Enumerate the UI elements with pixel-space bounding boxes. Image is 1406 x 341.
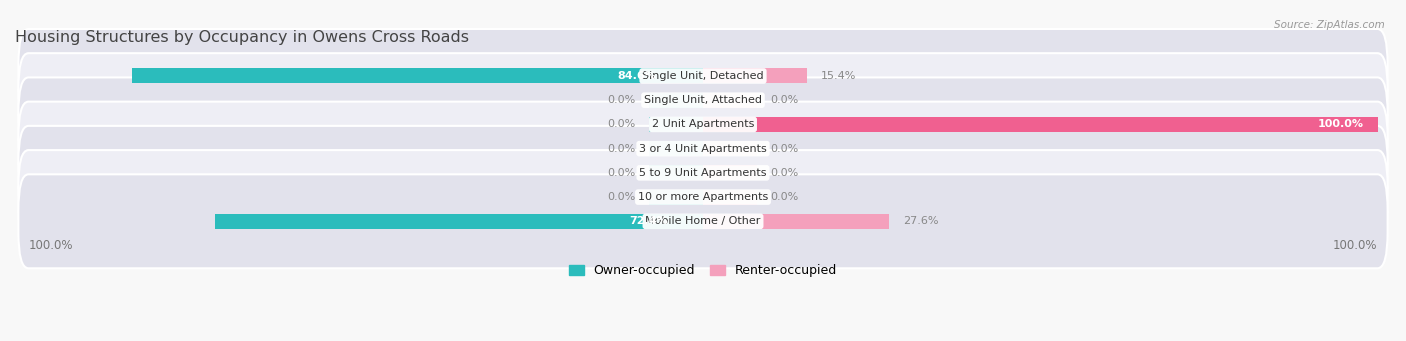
Text: 0.0%: 0.0% <box>607 95 636 105</box>
Text: Housing Structures by Occupancy in Owens Cross Roads: Housing Structures by Occupancy in Owens… <box>15 30 470 45</box>
Text: 0.0%: 0.0% <box>607 144 636 154</box>
Bar <box>650 93 703 108</box>
Text: 0.0%: 0.0% <box>607 168 636 178</box>
Bar <box>703 214 889 229</box>
Bar <box>132 69 703 84</box>
Text: 100.0%: 100.0% <box>1317 119 1364 129</box>
FancyBboxPatch shape <box>18 174 1388 268</box>
Text: 5 to 9 Unit Apartments: 5 to 9 Unit Apartments <box>640 168 766 178</box>
Bar <box>650 190 703 205</box>
Bar <box>703 165 756 180</box>
Text: Single Unit, Attached: Single Unit, Attached <box>644 95 762 105</box>
Text: 0.0%: 0.0% <box>770 192 799 202</box>
Bar <box>650 117 703 132</box>
Text: 0.0%: 0.0% <box>607 119 636 129</box>
Text: 100.0%: 100.0% <box>28 239 73 252</box>
FancyBboxPatch shape <box>18 126 1388 220</box>
Text: 0.0%: 0.0% <box>607 192 636 202</box>
Bar <box>650 141 703 156</box>
Bar <box>703 69 807 84</box>
Legend: Owner-occupied, Renter-occupied: Owner-occupied, Renter-occupied <box>564 259 842 282</box>
Text: Single Unit, Detached: Single Unit, Detached <box>643 71 763 81</box>
Bar <box>703 69 807 84</box>
Bar <box>703 117 1378 132</box>
Text: Mobile Home / Other: Mobile Home / Other <box>645 216 761 226</box>
FancyBboxPatch shape <box>18 29 1388 123</box>
Text: 15.4%: 15.4% <box>820 71 856 81</box>
Text: 0.0%: 0.0% <box>770 95 799 105</box>
FancyBboxPatch shape <box>18 77 1388 172</box>
Text: 3 or 4 Unit Apartments: 3 or 4 Unit Apartments <box>640 144 766 154</box>
FancyBboxPatch shape <box>18 150 1388 244</box>
FancyBboxPatch shape <box>18 53 1388 147</box>
Bar <box>703 141 756 156</box>
Text: 0.0%: 0.0% <box>770 168 799 178</box>
Text: Source: ZipAtlas.com: Source: ZipAtlas.com <box>1274 20 1385 30</box>
Bar <box>703 117 1378 132</box>
Text: 100.0%: 100.0% <box>1333 239 1378 252</box>
Bar <box>215 214 703 229</box>
Bar <box>703 93 756 108</box>
FancyBboxPatch shape <box>18 102 1388 196</box>
Text: 72.4%: 72.4% <box>630 216 668 226</box>
Bar <box>132 69 703 84</box>
Text: 10 or more Apartments: 10 or more Apartments <box>638 192 768 202</box>
Text: 84.6%: 84.6% <box>617 71 657 81</box>
Bar <box>703 214 889 229</box>
Text: 27.6%: 27.6% <box>903 216 938 226</box>
Bar <box>215 214 703 229</box>
Bar <box>703 190 756 205</box>
Text: 2 Unit Apartments: 2 Unit Apartments <box>652 119 754 129</box>
Text: 0.0%: 0.0% <box>770 144 799 154</box>
Bar <box>650 165 703 180</box>
